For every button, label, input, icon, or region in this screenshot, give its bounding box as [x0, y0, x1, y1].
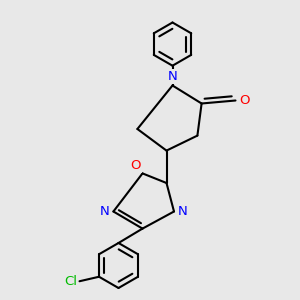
Text: N: N — [168, 70, 177, 83]
Text: O: O — [130, 159, 141, 172]
Text: O: O — [239, 94, 250, 107]
Text: N: N — [178, 205, 187, 218]
Text: N: N — [100, 205, 110, 218]
Text: Cl: Cl — [64, 275, 77, 288]
